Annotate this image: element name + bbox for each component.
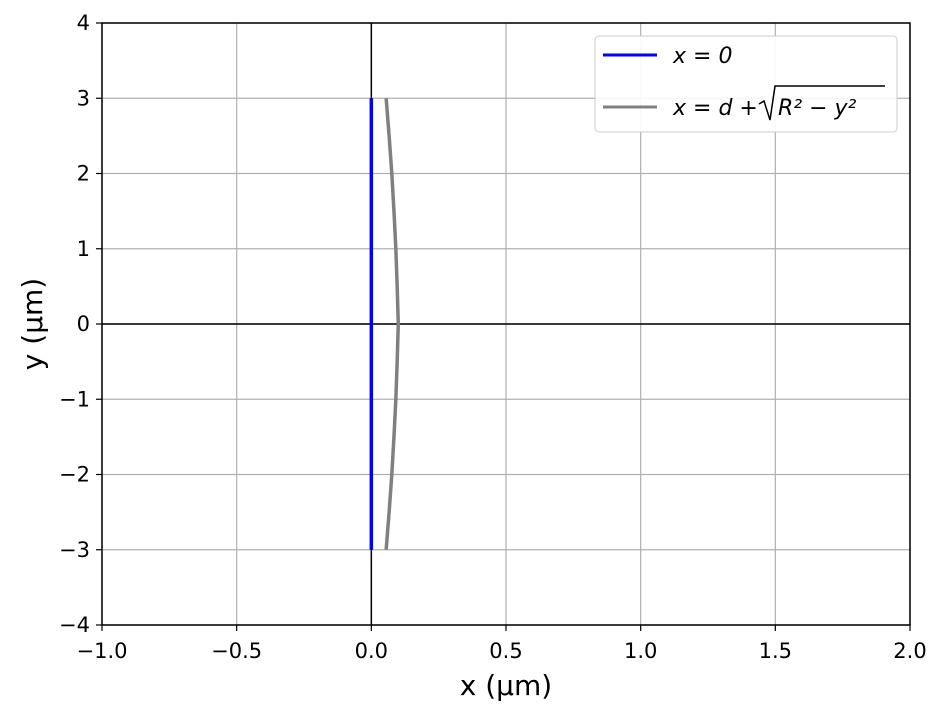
tick-marks (96, 22, 911, 631)
y-tick-label-5: 1 (77, 237, 90, 261)
legend-label-series-0: x = 0 (672, 44, 732, 69)
y-tick-label-2: −2 (59, 463, 90, 487)
y-tick-label-0: −4 (59, 613, 90, 637)
y-tick-label-7: 3 (77, 86, 90, 110)
x-tick-labels: −1.0 −0.5 0.0 0.5 1.0 1.5 2.0 (77, 639, 927, 663)
legend-label-series-1: x = d + (672, 96, 758, 121)
y-tick-labels: −4 −3 −2 −1 0 1 2 3 4 (59, 11, 90, 637)
y-tick-label-4: 0 (77, 312, 90, 336)
y-tick-label-1: −3 (59, 538, 90, 562)
legend: x = 0 x = d + R² − y² (594, 35, 898, 133)
y-tick-label-3: −1 (59, 387, 90, 411)
x-axis-title: x (µm) (460, 669, 552, 702)
series-line-1 (384, 98, 401, 550)
x-tick-label-4: 1.0 (624, 639, 657, 663)
x-tick-label-2: 0.0 (355, 639, 388, 663)
x-tick-label-1: −0.5 (211, 639, 262, 663)
legend-label-series-1-radicand: R² − y² (778, 96, 857, 121)
x-tick-label-0: −1.0 (77, 639, 128, 663)
y-axis-title: y (µm) (16, 278, 49, 370)
legend-box (594, 35, 898, 133)
x-tick-label-5: 1.5 (759, 639, 792, 663)
legend-sqrt-sign (758, 85, 885, 121)
x-tick-label-3: 0.5 (489, 639, 522, 663)
x-tick-label-6: 2.0 (893, 639, 926, 663)
series-group (369, 98, 401, 550)
y-tick-label-6: 2 (77, 162, 90, 186)
y-tick-label-8: 4 (77, 11, 90, 35)
